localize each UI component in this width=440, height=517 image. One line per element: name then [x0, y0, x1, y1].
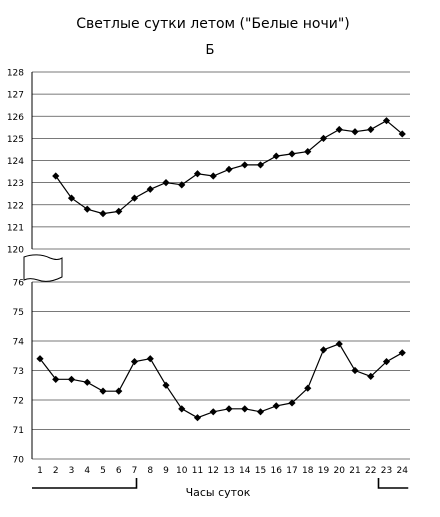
series-1-point — [335, 125, 343, 134]
series-1-point — [146, 185, 154, 193]
axis-break-symbol — [23, 254, 63, 282]
x-tick-label: 17 — [286, 466, 297, 476]
x-tick-label: 16 — [271, 466, 283, 476]
series-2-point — [382, 358, 391, 366]
upper-y-tick-label: 123 — [7, 179, 24, 189]
lower-y-tick-label: 75 — [13, 308, 24, 318]
series-2-point — [272, 402, 280, 410]
upper-y-tick-label: 124 — [7, 157, 24, 167]
series-1-point — [367, 125, 375, 134]
series-2-point — [209, 408, 217, 416]
lower-y-tick-label: 72 — [13, 397, 24, 407]
x-tick-label: 23 — [381, 466, 392, 476]
series-1-point — [162, 179, 170, 187]
x-tick-label: 7 — [132, 466, 138, 476]
series-1-point — [272, 152, 280, 160]
series-2-point — [162, 381, 170, 389]
x-tick-label: 8 — [147, 466, 153, 476]
series-2-point — [178, 405, 186, 413]
x-tick-label: 6 — [116, 466, 122, 476]
upper-y-tick-label: 126 — [7, 113, 24, 123]
x-tick-label: 20 — [334, 466, 346, 476]
lower-y-tick-label: 74 — [13, 338, 25, 348]
series-1-point — [256, 161, 265, 169]
x-tick-label: 15 — [255, 466, 266, 476]
series-2-point — [52, 375, 60, 383]
x-tick-label: 12 — [208, 466, 219, 476]
upper-y-tick-label: 128 — [7, 69, 24, 79]
series-1-point — [288, 150, 296, 158]
upper-y-tick-label: 127 — [7, 91, 24, 101]
series-1-point — [225, 165, 233, 173]
series-2-point — [225, 405, 233, 413]
upper-y-tick-label: 122 — [7, 201, 24, 211]
series-2-point — [256, 408, 265, 416]
x-tick-label: 18 — [302, 466, 314, 476]
series-1-point — [99, 210, 107, 218]
series-1-point — [351, 128, 359, 136]
series-2-point — [83, 378, 91, 386]
series-2-point — [115, 387, 123, 395]
x-tick-label: 9 — [163, 466, 169, 476]
x-tick-label: 24 — [397, 466, 409, 476]
series-1-point — [115, 207, 123, 215]
series-1-point — [52, 172, 60, 180]
series-1-point — [83, 205, 91, 213]
series-1-point — [382, 117, 391, 125]
series-1-point — [193, 170, 202, 178]
dark-period-bracket — [377, 478, 409, 489]
series-1-point — [304, 148, 312, 156]
x-tick-label: 13 — [223, 466, 234, 476]
series-2-point — [130, 358, 139, 366]
upper-y-tick-label: 120 — [7, 246, 24, 256]
series-1-point — [178, 181, 186, 189]
chart-subtitle: Б — [206, 43, 215, 58]
series-1-point — [209, 172, 217, 180]
x-tick-label: 5 — [100, 466, 106, 476]
dark-period-bracket — [32, 478, 138, 489]
plot-area: 1201211221231241251261271287071727374757… — [7, 69, 410, 489]
series-2-point — [319, 346, 328, 354]
x-tick-label: 3 — [69, 466, 75, 476]
series-2-point — [335, 340, 343, 348]
x-tick-label: 21 — [349, 466, 360, 476]
lower-y-tick-label: 76 — [13, 279, 25, 289]
series-2-point — [67, 375, 76, 383]
x-tick-label: 14 — [239, 466, 251, 476]
series-2-point — [304, 384, 312, 392]
series-1-point — [241, 161, 249, 169]
chart-title: Светлые сутки летом ("Белые ночи") — [76, 16, 349, 32]
x-tick-label: 19 — [318, 466, 330, 476]
x-tick-label: 2 — [53, 466, 59, 476]
lower-y-tick-label: 73 — [13, 367, 24, 377]
series-1-point — [319, 134, 328, 142]
x-tick-label: 11 — [192, 466, 203, 476]
x-axis-label: Часы суток — [186, 486, 251, 499]
series-1-point — [130, 194, 139, 202]
series-2-point — [146, 355, 154, 363]
upper-y-tick-label: 125 — [7, 135, 24, 145]
series-2-point — [398, 349, 406, 357]
series-2-point — [288, 399, 296, 407]
series-2-point — [367, 372, 375, 380]
x-tick-label: 1 — [37, 466, 43, 476]
x-tick-label: 22 — [365, 466, 376, 476]
upper-y-tick-label: 121 — [7, 223, 24, 233]
x-tick-label: 10 — [176, 466, 188, 476]
series-2-line — [39, 343, 403, 419]
lower-y-tick-label: 70 — [13, 456, 25, 466]
series-2-point — [193, 414, 202, 422]
x-tick-label: 4 — [84, 466, 90, 476]
lower-y-tick-label: 71 — [13, 426, 24, 436]
series-1-point — [67, 194, 76, 202]
series-2-point — [99, 387, 107, 395]
series-2-point — [36, 355, 44, 363]
series-2-point — [351, 366, 359, 375]
series-2-point — [241, 405, 249, 413]
series-1-point — [398, 130, 406, 138]
